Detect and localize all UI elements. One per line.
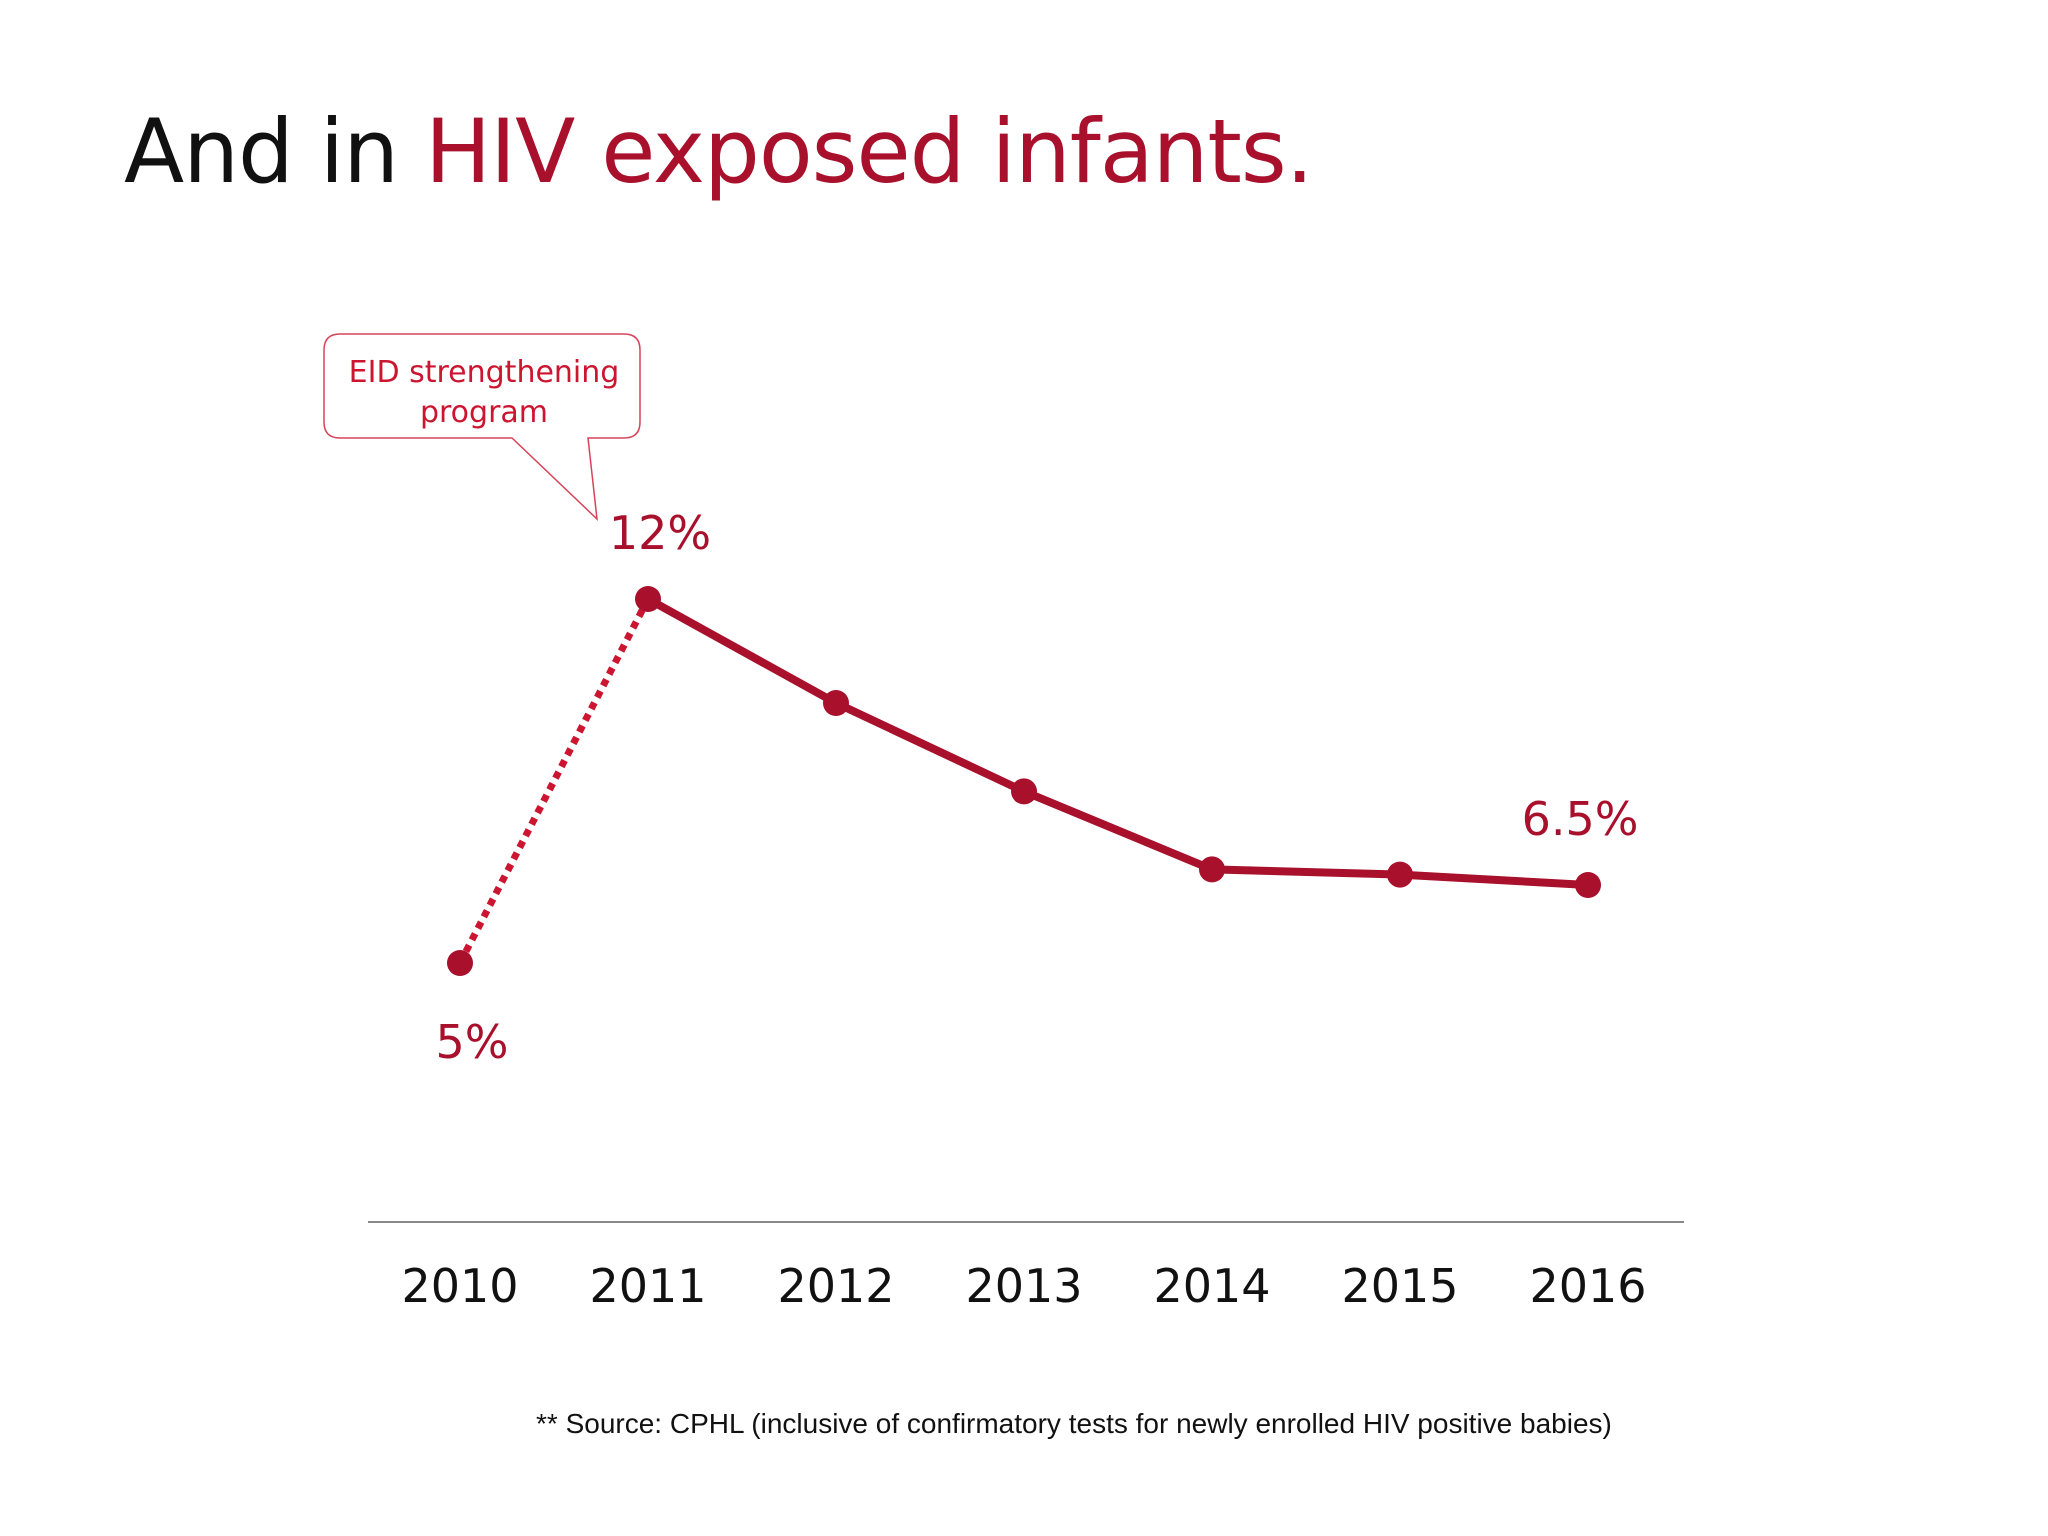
- data-label: 6.5%: [1522, 792, 1639, 846]
- data-label: 12%: [609, 506, 711, 560]
- x-tick-label: 2013: [965, 1259, 1082, 1313]
- data-labels: 5% 12% 6.5%: [436, 506, 1639, 1069]
- data-point: [1575, 872, 1601, 898]
- x-tick-label: 2010: [401, 1259, 518, 1313]
- data-label: 5%: [436, 1015, 509, 1069]
- dotted-trend-segment: [456, 597, 652, 965]
- callout-bubble: [323, 333, 641, 521]
- data-points: [447, 586, 1601, 976]
- x-tick-label: 2012: [777, 1259, 894, 1313]
- x-tick-label: 2014: [1153, 1259, 1270, 1313]
- title-part-1: And in: [124, 100, 425, 203]
- data-point: [1011, 778, 1037, 805]
- series-line: [646, 595, 1589, 889]
- data-point: [1387, 861, 1413, 888]
- annotation-callout: EID strengthening program: [323, 333, 641, 521]
- x-axis-tick-labels: 2010 2011 2012 2013 2014 2015 2016: [401, 1259, 1646, 1313]
- title-part-2: HIV exposed infants.: [425, 100, 1314, 203]
- x-tick-label: 2015: [1341, 1259, 1458, 1313]
- data-point: [1199, 856, 1225, 883]
- x-tick-label: 2016: [1529, 1259, 1646, 1313]
- data-point: [823, 690, 849, 716]
- x-tick-label: 2011: [589, 1259, 706, 1313]
- callout-text-line-1: EID strengthening: [349, 355, 620, 390]
- callout-text-line-2: program: [420, 395, 548, 430]
- slide-title: And in HIV exposed infants.: [124, 108, 1314, 196]
- source-note: ** Source: CPHL (inclusive of confirmato…: [536, 1408, 1612, 1439]
- data-point: [635, 586, 661, 612]
- data-point: [447, 950, 473, 976]
